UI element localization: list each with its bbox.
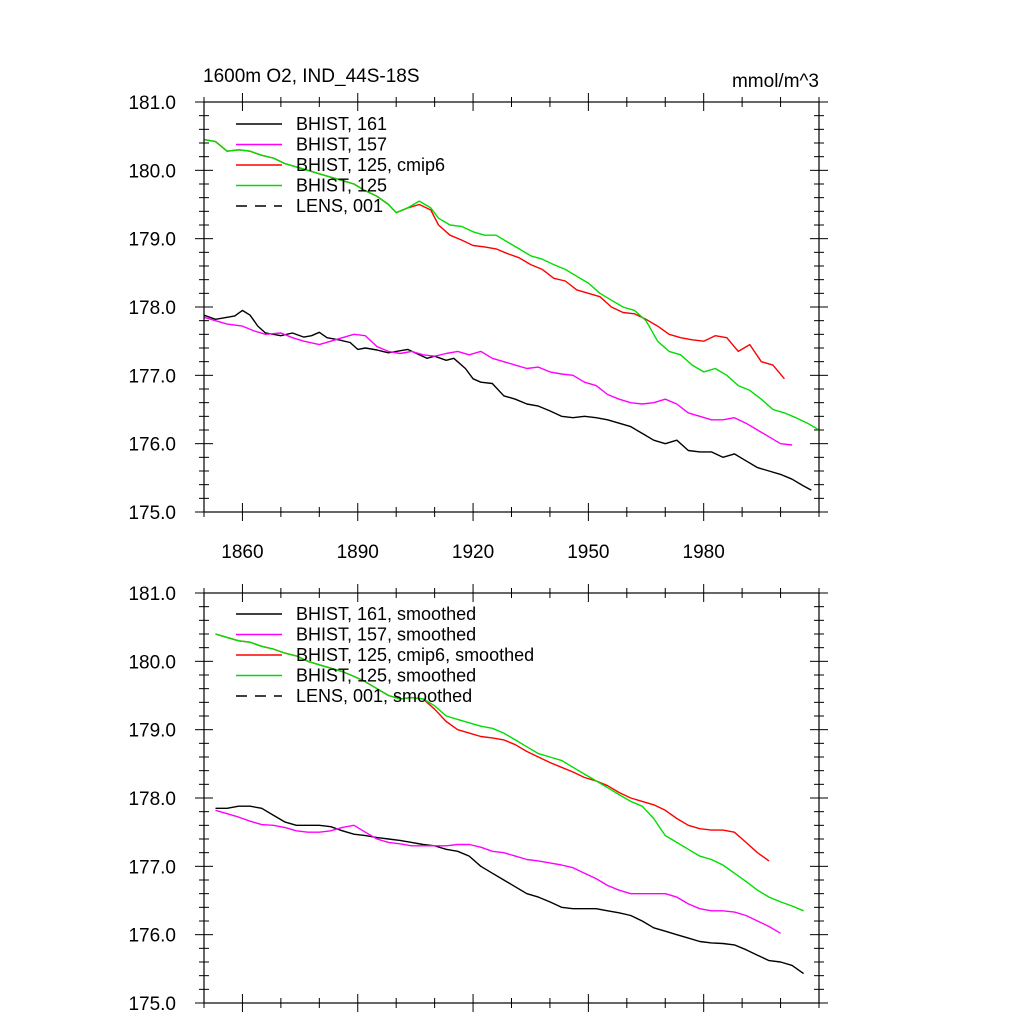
legend-label: LENS, 001 (296, 196, 383, 216)
legend-label: BHIST, 161 (296, 114, 387, 134)
chart-title: 1600m O2, IND_44S-18S (203, 66, 420, 87)
y-tick-label: 180.0 (128, 652, 176, 673)
y-tick-label: 180.0 (128, 161, 176, 182)
series-line (215, 805, 805, 975)
x-tick-label: 1980 (683, 542, 725, 563)
y-tick-label: 181.0 (128, 584, 176, 605)
legend-label: BHIST, 125 (296, 176, 387, 196)
y-tick-label: 175.0 (128, 503, 176, 524)
x-tick-label: 1950 (567, 542, 609, 563)
y-tick-label: 175.0 (128, 994, 176, 1015)
legend-label: BHIST, 157, smoothed (296, 625, 476, 645)
y-tick-label: 176.0 (128, 926, 176, 947)
y-tick-label: 178.0 (128, 298, 176, 319)
legend-label: LENS, 001, smoothed (296, 686, 472, 706)
x-tick-label: 1860 (221, 542, 263, 563)
y-tick-label: 181.0 (128, 93, 176, 114)
series-line (203, 309, 812, 491)
legend-label: BHIST, 161, smoothed (296, 604, 476, 624)
y-tick-label: 178.0 (128, 789, 176, 810)
legend-label: BHIST, 125, cmip6 (296, 155, 445, 175)
x-tick-label: 1920 (452, 542, 494, 563)
plot-frame (203, 592, 820, 1004)
legend-label: BHIST, 125, smoothed (296, 666, 476, 686)
units-label: mmol/m^3 (732, 71, 819, 92)
y-tick-label: 177.0 (128, 857, 176, 878)
plot-frame (203, 101, 820, 513)
series-line (203, 138, 820, 431)
series-line (215, 633, 804, 912)
series-line (203, 316, 793, 446)
bottom-panel: 175.0 176.0 177.0 178.0 179.0 180.0 181.0 BHIS… (128, 584, 828, 1015)
top-panel: 1600m O2, IND_44S-18S mmol/m^3 175.0 176.… (128, 66, 828, 563)
y-tick-label: 177.0 (128, 366, 176, 387)
x-tick-label: 1890 (337, 542, 379, 563)
legend-label: BHIST, 125, cmip6, smoothed (296, 645, 534, 665)
legend-label: BHIST, 157 (296, 135, 387, 155)
y-tick-label: 179.0 (128, 230, 176, 251)
y-tick-label: 176.0 (128, 435, 176, 456)
series-line (203, 138, 785, 380)
y-tick-label: 179.0 (128, 721, 176, 742)
series-line (215, 809, 781, 934)
